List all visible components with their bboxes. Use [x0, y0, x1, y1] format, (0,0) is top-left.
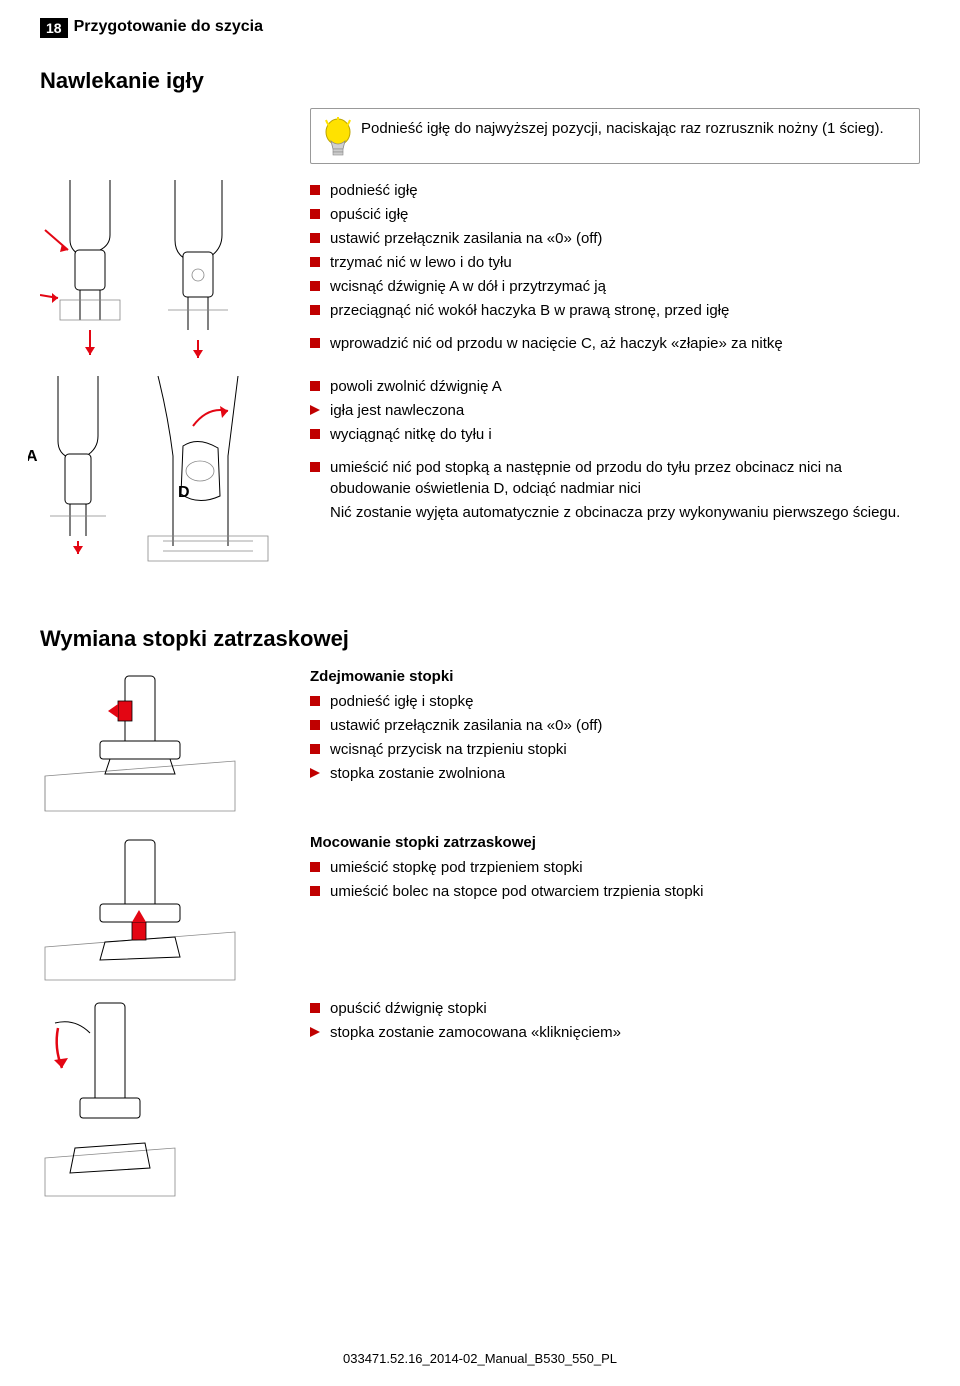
list-item: wprowadzić nić od przodu w nacięcie C, a… [310, 333, 920, 354]
label-a2: A [28, 448, 38, 466]
section2-row1: Zdejmowanie stopki podnieść igłę i stopk… [40, 666, 920, 816]
list-item: przeciągnąć nić wokół haczyka B w prawą … [310, 300, 920, 321]
section1-block2-list: powoli zwolnić dźwignię A igła jest nawl… [310, 376, 920, 445]
illustration-needle-threader-a-b: A B [40, 180, 140, 360]
label-d: D [178, 484, 190, 502]
illus-col-3 [40, 666, 310, 816]
illus-col-2: A D [40, 376, 310, 576]
list-item: umieścić nić pod stopką a następnie od p… [310, 457, 920, 499]
page-number-tag: 18 [40, 18, 68, 38]
list-item: wyciągnąć nitkę do tyłu i [310, 424, 920, 445]
section2-block1-list: podnieść igłę i stopkę ustawić przełączn… [310, 691, 920, 784]
illus-col-5 [40, 998, 310, 1198]
list-item: podnieść igłę [310, 180, 920, 201]
section1-title: Nawlekanie igły [40, 68, 920, 94]
section1-block1-after: wprowadzić nić od przodu w nacięcie C, a… [310, 333, 920, 354]
list-item: powoli zwolnić dźwignię A [310, 376, 920, 397]
section2-block3-list: opuścić dźwignię stopki stopka zostanie … [310, 998, 920, 1043]
list-item: wcisnąć dźwignię A w dół i przytrzymać j… [310, 276, 920, 297]
lightbulb-icon [321, 117, 355, 161]
section1-block2-final: umieścić nić pod stopką a następnie od p… [310, 457, 920, 499]
illustration-needle-threader-c: C [150, 180, 250, 360]
section2-block1-text: Zdejmowanie stopki podnieść igłę i stopk… [310, 666, 920, 787]
page-footer: 033471.52.16_2014-02_Manual_B530_550_PL [0, 1351, 960, 1366]
illustration-thread-cutter-d: D [138, 376, 278, 576]
section1-block2-plain: Nić zostanie wyjęta automatycznie z obci… [310, 502, 920, 523]
header-title: Przygotowanie do szycia [74, 18, 263, 36]
section2-row3: opuścić dźwignię stopki stopka zostanie … [40, 998, 920, 1198]
illus-col-4 [40, 832, 310, 982]
list-item: wcisnąć przycisk na trzpieniu stopki [310, 739, 920, 760]
section2-block2-list: umieścić stopkę pod trzpieniem stopki um… [310, 857, 920, 902]
list-item: umieścić stopkę pod trzpieniem stopki [310, 857, 920, 878]
illustration-release-lever: A [28, 376, 128, 556]
list-item: trzymać nić w lewo i do tyłu [310, 252, 920, 273]
list-item: ustawić przełącznik zasilania na «0» (of… [310, 715, 920, 736]
section2-row2: Mocowanie stopki zatrzaskowej umieścić s… [40, 832, 920, 982]
section1-row2: A D powoli zwolnić dźwignię A igła jest … [40, 376, 920, 576]
list-item: igła jest nawleczona [310, 400, 920, 421]
section1-block1-list: podnieść igłę opuścić igłę ustawić przeł… [310, 180, 920, 321]
tip-text: Podnieść igłę do najwyższej pozycji, nac… [361, 120, 884, 137]
list-item: podnieść igłę i stopkę [310, 691, 920, 712]
list-item: ustawić przełącznik zasilania na «0» (of… [310, 228, 920, 249]
section2-title: Wymiana stopki zatrzaskowej [40, 626, 920, 652]
page-header: 18 Przygotowanie do szycia [40, 0, 920, 38]
list-item: stopka zostanie zwolniona [310, 763, 920, 784]
list-item: opuścić igłę [310, 204, 920, 225]
illustration-attach-foot [40, 832, 240, 982]
section2-block2-text: Mocowanie stopki zatrzaskowej umieścić s… [310, 832, 920, 905]
illus-col-1: A B C [40, 180, 310, 360]
tip-box: Podnieść igłę do najwyższej pozycji, nac… [310, 108, 920, 164]
section2-block2-subtitle: Mocowanie stopki zatrzaskowej [310, 832, 920, 853]
illustration-lower-lever [40, 998, 180, 1198]
section1-block1-text: podnieść igłę opuścić igłę ustawić przeł… [310, 180, 920, 357]
section1-block2-text: powoli zwolnić dźwignię A igła jest nawl… [310, 376, 920, 523]
list-item: stopka zostanie zamocowana «kliknięciem» [310, 1022, 920, 1043]
section2-block1-subtitle: Zdejmowanie stopki [310, 666, 920, 687]
section1-row1: A B C podnieść igłę opuścić igłę ustawić… [40, 180, 920, 360]
list-item: umieścić bolec na stopce pod otwarciem t… [310, 881, 920, 902]
list-item: opuścić dźwignię stopki [310, 998, 920, 1019]
section2-block3-text: opuścić dźwignię stopki stopka zostanie … [310, 998, 920, 1046]
illustration-remove-foot [40, 666, 240, 816]
